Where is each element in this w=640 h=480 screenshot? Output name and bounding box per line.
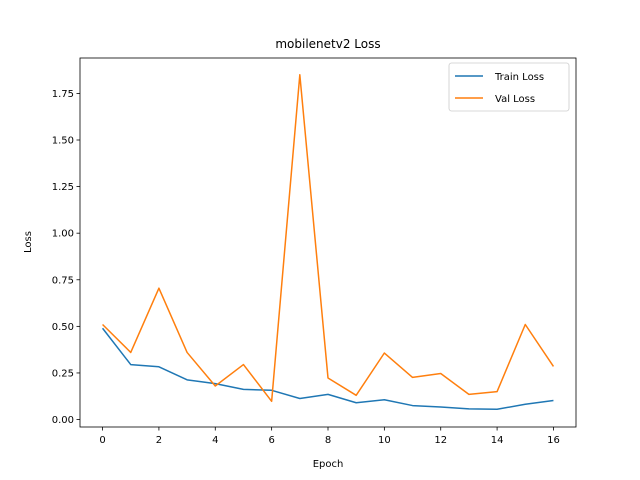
x-tick-label: 14 <box>491 435 504 446</box>
x-tick-label: 0 <box>99 435 105 446</box>
y-tick-label: 1.75 <box>52 89 74 100</box>
legend: Train Loss Val Loss <box>448 62 570 112</box>
legend-box <box>448 62 570 112</box>
y-tick-label: 0.75 <box>52 275 74 286</box>
val-loss-line <box>102 74 555 403</box>
x-tick-label: 2 <box>156 435 162 446</box>
x-tick-label: 12 <box>434 435 447 446</box>
y-axis: 0.00 0.25 0.50 0.75 1.00 1.25 1.50 1.75 <box>52 89 80 426</box>
x-tick-label: 8 <box>325 435 331 446</box>
plot-area <box>101 74 555 411</box>
train-loss-line <box>101 327 554 411</box>
legend-label-train-loss: Train Loss <box>494 72 544 83</box>
x-tick-label: 4 <box>212 435 218 446</box>
y-tick-label: 1.25 <box>52 182 74 193</box>
y-tick-label: 0.25 <box>52 368 74 379</box>
x-tick-label: 16 <box>547 435 560 446</box>
x-axis: 0 2 4 6 8 10 12 14 16 <box>99 427 560 446</box>
y-tick-label: 1.00 <box>52 229 74 240</box>
chart-title: mobilenetv2 Loss <box>275 37 380 51</box>
y-tick-label: 0.50 <box>52 322 74 333</box>
x-tick-label: 10 <box>378 435 391 446</box>
legend-label-val-loss: Val Loss <box>495 94 535 105</box>
y-tick-label: 0.00 <box>52 415 74 426</box>
y-tick-label: 1.50 <box>52 136 74 147</box>
y-axis-label: Loss <box>23 231 34 253</box>
x-tick-label: 6 <box>268 435 274 446</box>
x-axis-label: Epoch <box>313 459 344 470</box>
